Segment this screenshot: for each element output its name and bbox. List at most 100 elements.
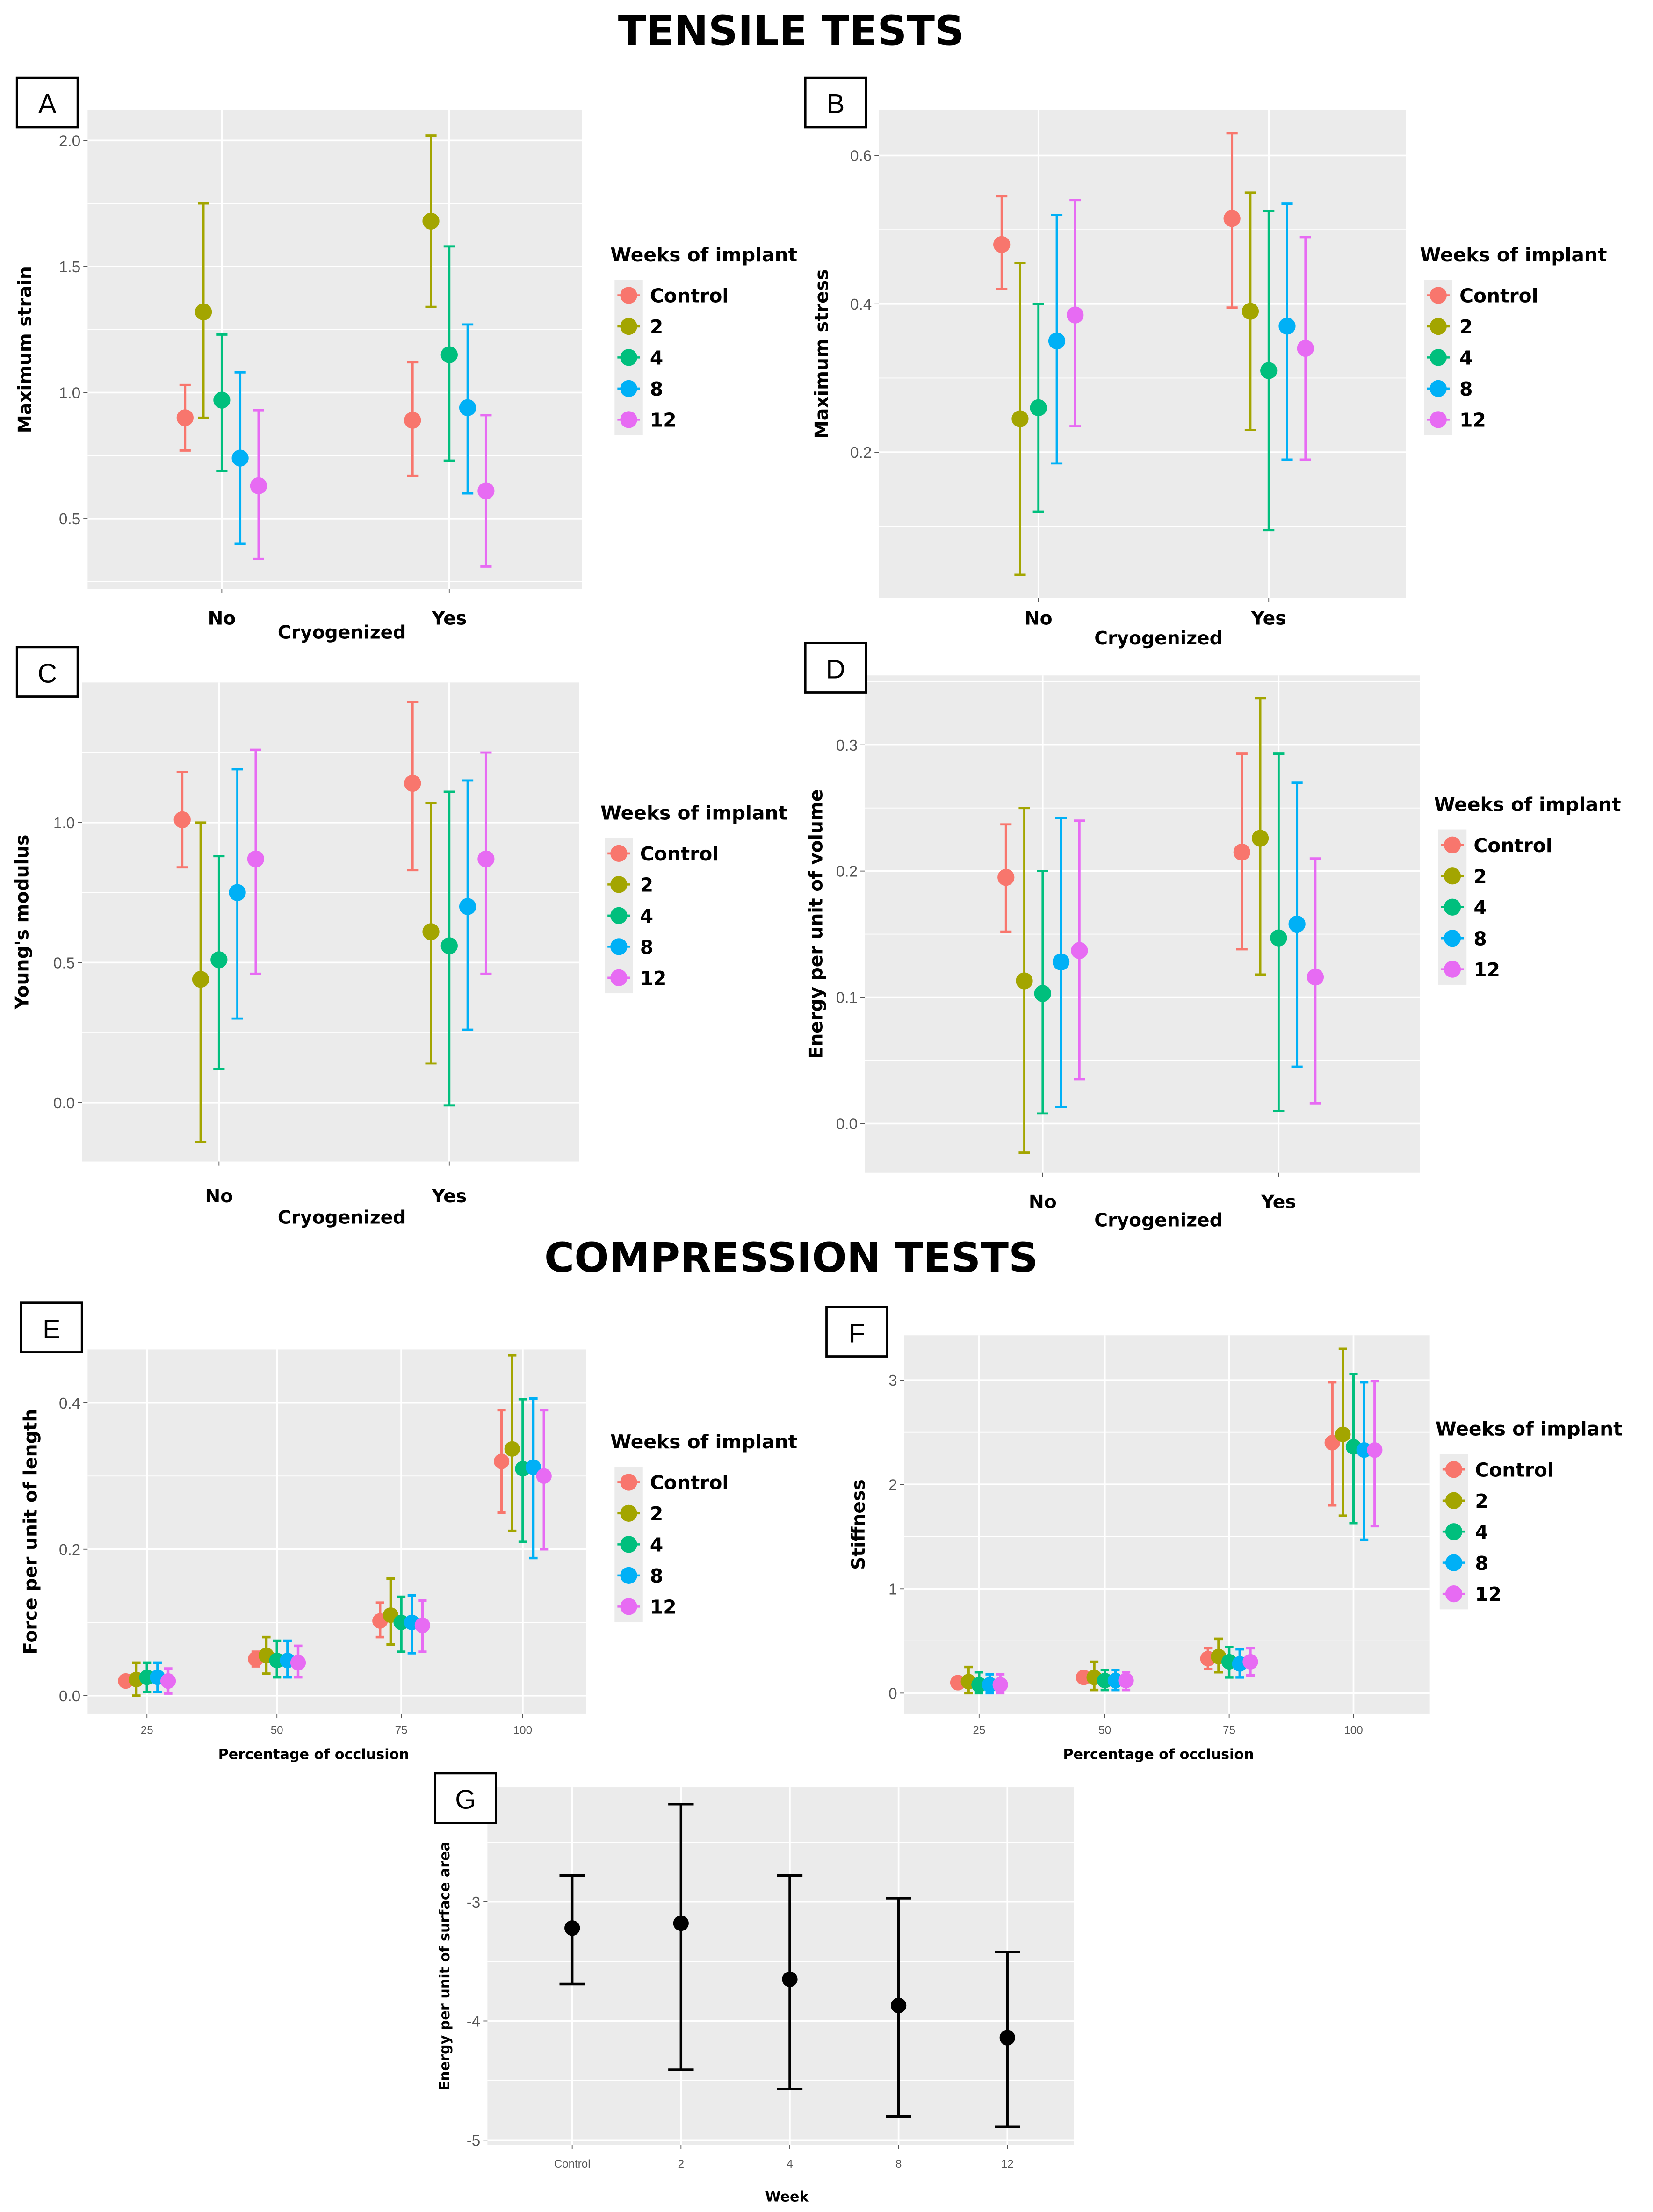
legend-label: 4 <box>1473 896 1487 919</box>
panel-label-box <box>20 1301 83 1353</box>
legend: Weeks of implant Control 2 4 8 12 <box>610 1431 797 1622</box>
series-2 <box>960 1347 1351 1695</box>
legend-item-4: 4 <box>607 905 653 927</box>
legend-label: Control <box>1473 834 1552 857</box>
series-12 <box>160 1409 552 1695</box>
legend-item-control: Control <box>1441 834 1552 857</box>
legend-item-12: 12 <box>617 409 677 431</box>
y-tick-label: 0.2 <box>836 863 858 881</box>
legend-key-point <box>1444 930 1461 947</box>
x-tick-label: 50 <box>1098 1724 1111 1736</box>
series-12 <box>250 409 495 568</box>
x-tick-label: No <box>1029 1192 1057 1213</box>
panel-label: D <box>826 654 845 684</box>
legend-item-2: 2 <box>1442 1490 1488 1512</box>
legend-item-8: 8 <box>1441 927 1487 950</box>
y-tick-label: 1 <box>888 1581 897 1598</box>
series-control <box>997 752 1250 951</box>
y-tick-label: 0.4 <box>59 1395 80 1412</box>
x-tick-label: 2 <box>678 2158 684 2170</box>
data-point <box>992 1677 1008 1693</box>
data-point <box>1048 332 1066 350</box>
legend-key-point <box>620 411 637 428</box>
legend-key-point <box>620 1598 637 1615</box>
legend-key-point <box>620 1567 637 1584</box>
series-4 <box>1034 752 1287 1115</box>
data-point <box>229 884 246 901</box>
legend-key-point <box>620 380 637 398</box>
data-point <box>1233 844 1250 861</box>
legend-label: 8 <box>650 378 663 400</box>
panel-b: 0.2 0.4 0.6 No Yes B Cryogenized Maximum stress… <box>804 76 1607 649</box>
legend-item-2: 2 <box>607 874 653 896</box>
y-axis-title: Energy per unit of surface area <box>437 1842 453 2091</box>
x-tick-label: Yes <box>431 1186 467 1207</box>
legend-item-4: 4 <box>617 347 663 369</box>
x-axis-title: Percentage of occlusion <box>218 1747 409 1763</box>
data-point <box>782 1971 798 1987</box>
compression-tests-heading: COMPRESSION TESTS <box>544 1234 1038 1281</box>
data-point <box>1052 953 1070 971</box>
legend-key-point <box>610 907 628 924</box>
legend-title: Weeks of implant <box>600 802 787 824</box>
x-tick-label: No <box>205 1186 233 1207</box>
series-4 <box>213 245 458 472</box>
legend-key-point <box>1445 1554 1463 1571</box>
y-tick-label: 0 <box>888 1685 897 1702</box>
y-tick-label: 0.5 <box>59 511 80 528</box>
y-tick-label: 0.5 <box>53 954 75 972</box>
y-axis-title: Stiffness <box>848 1479 869 1570</box>
legend-item-8: 8 <box>1427 378 1473 400</box>
series-4 <box>1030 210 1278 532</box>
data-point <box>213 391 231 409</box>
data-point <box>210 951 228 969</box>
x-tick-label: No <box>1025 608 1053 629</box>
data-point <box>673 1915 689 1931</box>
data-point <box>493 1453 510 1469</box>
data-point <box>1030 399 1047 417</box>
y-axis-title: Maximum stress <box>812 269 833 439</box>
legend-key-point <box>1444 836 1461 853</box>
series-control <box>993 132 1241 309</box>
legend-title: Weeks of implant <box>1420 244 1607 266</box>
legend-item-control: Control <box>1427 285 1538 307</box>
legend-label: Control <box>640 843 719 865</box>
panel-label-box <box>434 1772 497 1824</box>
data-point <box>404 412 421 429</box>
legend-label: 4 <box>640 905 653 927</box>
legend-item-4: 4 <box>617 1533 663 1556</box>
legend-label: 2 <box>650 316 663 338</box>
data-point <box>1367 1442 1383 1458</box>
series-g <box>559 1803 1020 2128</box>
panel-label-box <box>15 646 79 698</box>
legend-key-point <box>1445 1461 1463 1478</box>
y-tick-label: 1.0 <box>59 385 80 402</box>
x-tick-label: 25 <box>141 1724 153 1736</box>
y-axis-title: Young's modulus <box>12 835 33 1010</box>
legend-label: 2 <box>640 874 653 896</box>
legend-item-12: 12 <box>1441 959 1500 981</box>
legend: Weeks of implant Control 2 4 8 12 <box>610 244 797 435</box>
legend-item-4: 4 <box>1427 347 1473 369</box>
x-tick-label: Yes <box>1251 608 1286 629</box>
data-point <box>1251 830 1269 847</box>
y-tick-label: -4 <box>467 2013 481 2031</box>
x-axis-title: Cryogenized <box>278 622 406 643</box>
legend-key-point <box>1429 411 1447 428</box>
data-point <box>459 399 476 416</box>
panel-label: B <box>827 89 845 119</box>
tensile-tests-heading: TENSILE TESTS <box>618 7 964 55</box>
legend-item-12: 12 <box>617 1596 677 1618</box>
y-tick-label: 0.2 <box>850 444 872 462</box>
legend: Weeks of implant Control 2 4 8 12 <box>600 802 787 994</box>
legend-title: Weeks of implant <box>610 244 797 266</box>
legend-key-point <box>1429 380 1447 398</box>
legend-title: Weeks of implant <box>1436 1418 1623 1440</box>
data-point <box>250 477 267 495</box>
legend-label: 8 <box>1459 378 1473 400</box>
legend-key-point <box>610 938 628 955</box>
y-tick-label: 0.0 <box>53 1095 75 1112</box>
legend-label: 2 <box>1475 1490 1488 1512</box>
data-point <box>890 1997 907 2013</box>
legend-key-point <box>1445 1585 1463 1603</box>
